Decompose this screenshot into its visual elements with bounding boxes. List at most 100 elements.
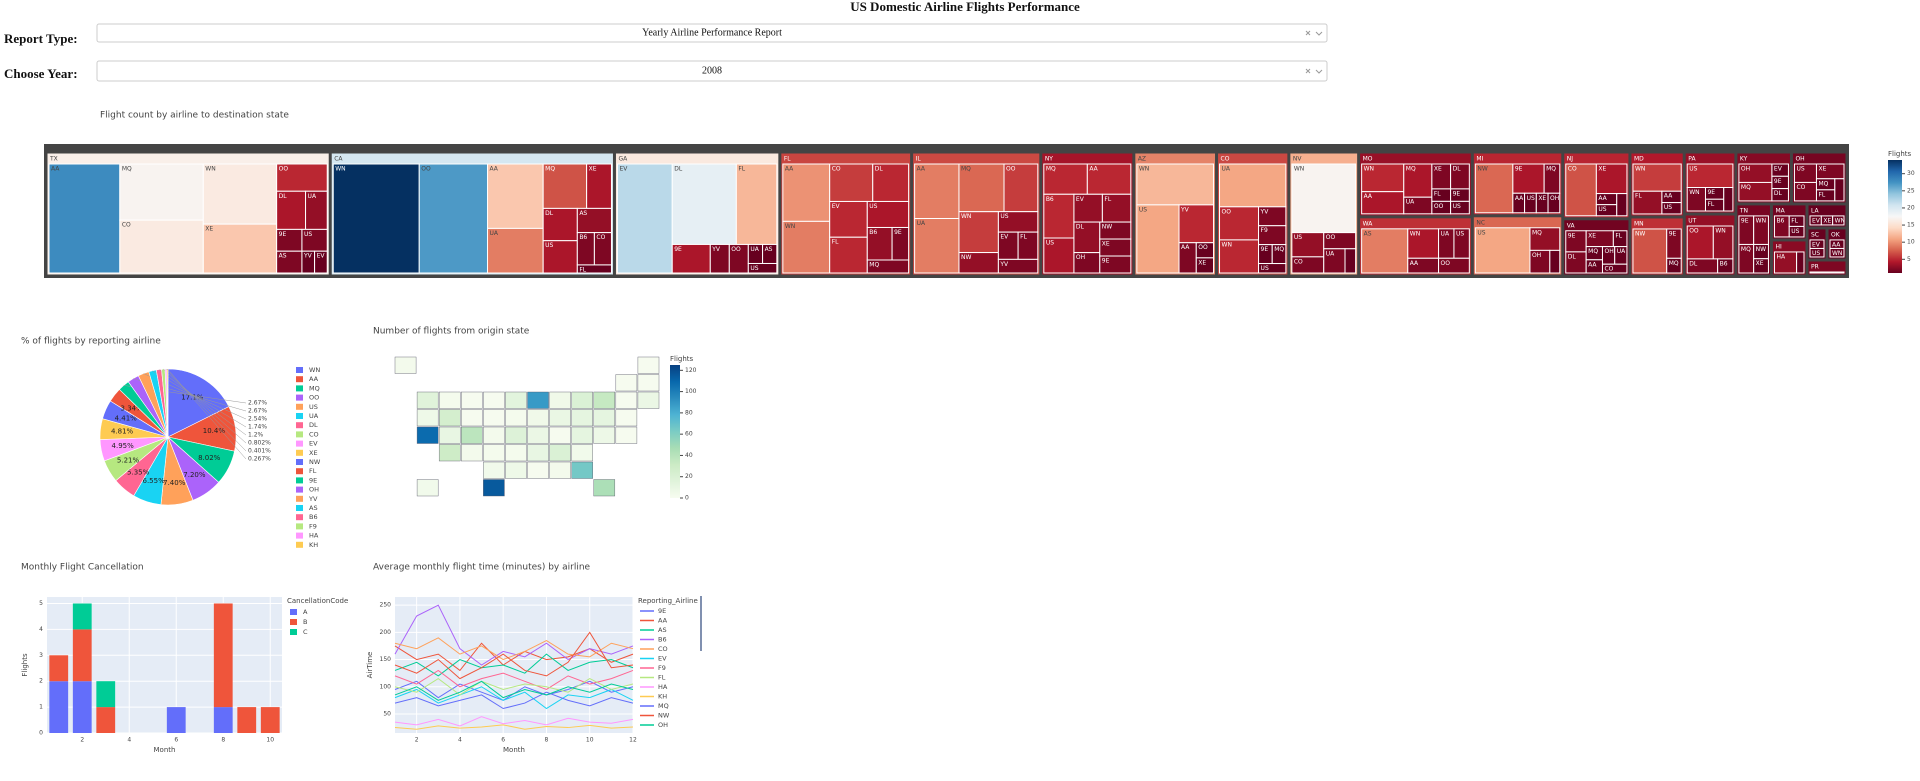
legend-swatch[interactable] bbox=[296, 541, 303, 548]
state-region bbox=[438, 409, 461, 427]
legend-swatch[interactable] bbox=[290, 619, 297, 625]
legend-label[interactable]: 9E bbox=[309, 476, 317, 484]
airline-label: UA bbox=[490, 230, 499, 237]
airline-tile bbox=[958, 163, 1005, 213]
legend-swatch[interactable] bbox=[296, 486, 303, 493]
dropdown-icons[interactable] bbox=[1305, 68, 1323, 74]
legend-swatch[interactable] bbox=[296, 477, 303, 484]
legend-swatch[interactable] bbox=[296, 367, 303, 373]
legend-scrollbar bbox=[700, 596, 702, 651]
legend-label[interactable]: KH bbox=[658, 693, 667, 701]
colorbar-tick-label: 40 bbox=[685, 452, 693, 459]
legend-swatch[interactable] bbox=[296, 431, 303, 438]
state-region bbox=[461, 444, 483, 462]
legend-swatch[interactable] bbox=[296, 459, 303, 465]
airline-label: 9E bbox=[674, 246, 682, 253]
state-region bbox=[549, 391, 571, 409]
legend-label[interactable]: YV bbox=[308, 495, 318, 503]
airline-label: US bbox=[1453, 203, 1461, 210]
legend-swatch[interactable] bbox=[296, 413, 303, 419]
legend-swatch[interactable] bbox=[290, 629, 297, 635]
airline-label: NW bbox=[1102, 224, 1112, 231]
legend-label[interactable]: B bbox=[303, 618, 307, 626]
dropdown-icons[interactable] bbox=[1305, 30, 1323, 36]
legend-label[interactable]: F9 bbox=[658, 664, 666, 672]
airline-tile bbox=[866, 200, 910, 228]
legend-label[interactable]: AA bbox=[658, 617, 668, 625]
airline-label: DL bbox=[674, 166, 683, 173]
legend-label[interactable]: OH bbox=[309, 486, 319, 494]
legend-label[interactable]: XE bbox=[309, 449, 318, 457]
airline-label: YV bbox=[711, 246, 721, 253]
legend-label[interactable]: OO bbox=[309, 394, 319, 402]
legend-label[interactable]: EV bbox=[658, 655, 667, 663]
state-region bbox=[571, 461, 593, 479]
legend-swatch[interactable] bbox=[296, 523, 303, 530]
bar-segment bbox=[237, 707, 257, 733]
year-value[interactable]: 2008 bbox=[702, 65, 722, 76]
legend-label[interactable]: A bbox=[303, 608, 308, 616]
legend-label[interactable]: OH bbox=[658, 721, 668, 729]
legend-label[interactable]: MQ bbox=[658, 702, 669, 710]
airline-label: NW bbox=[961, 254, 971, 261]
airline-label: WN bbox=[961, 213, 971, 220]
legend-swatch[interactable] bbox=[296, 376, 303, 383]
legend-swatch[interactable] bbox=[296, 468, 303, 475]
legend-label[interactable]: WN bbox=[309, 366, 320, 374]
legend-label[interactable]: NW bbox=[658, 712, 670, 720]
x-tick-label: 6 bbox=[501, 737, 505, 744]
legend-label[interactable]: MQ bbox=[309, 384, 320, 392]
year-dropdown[interactable] bbox=[96, 60, 1328, 82]
legend-label[interactable]: 9E bbox=[658, 607, 666, 615]
legend-label[interactable]: B6 bbox=[309, 513, 318, 521]
state-label: MO bbox=[1363, 156, 1373, 163]
legend-swatch[interactable] bbox=[296, 495, 303, 502]
bar-segment bbox=[72, 603, 92, 630]
legend-label[interactable]: CO bbox=[658, 645, 668, 653]
legend-swatch[interactable] bbox=[290, 609, 297, 615]
legend-swatch[interactable] bbox=[296, 505, 303, 511]
legend-label[interactable]: F9 bbox=[309, 522, 317, 530]
legend-label[interactable]: EV bbox=[309, 440, 318, 448]
legend-label[interactable]: AA bbox=[309, 375, 319, 383]
legend-label[interactable]: US bbox=[309, 403, 318, 411]
legend-label[interactable]: HA bbox=[309, 532, 319, 540]
airline-label: 9E bbox=[1741, 217, 1749, 224]
airline-label: WN bbox=[1139, 166, 1149, 173]
airline-label: MQ bbox=[545, 166, 555, 173]
legend-label[interactable]: HA bbox=[658, 683, 668, 691]
label-leader bbox=[163, 368, 247, 444]
legend-label[interactable]: UA bbox=[309, 412, 319, 420]
legend-swatch[interactable] bbox=[296, 394, 303, 401]
slice-label: 3.34% bbox=[121, 404, 144, 412]
legend-swatch[interactable] bbox=[296, 422, 303, 429]
legend-swatch[interactable] bbox=[296, 440, 303, 447]
legend-label[interactable]: FL bbox=[658, 674, 666, 682]
legend-label[interactable]: AS bbox=[309, 504, 318, 512]
state-region bbox=[549, 461, 571, 479]
airline-tile bbox=[48, 163, 121, 274]
legend-swatch[interactable] bbox=[296, 532, 303, 539]
airline-tile bbox=[747, 262, 778, 274]
report-value[interactable]: Yearly Airline Performance Report bbox=[642, 27, 782, 38]
legend-label[interactable]: AS bbox=[658, 626, 667, 634]
airline-tile bbox=[914, 218, 960, 274]
legend-label[interactable]: DL bbox=[309, 421, 318, 429]
legend-swatch[interactable] bbox=[296, 514, 303, 521]
airline-label: FL bbox=[1635, 193, 1642, 200]
airline-label: AS bbox=[765, 246, 773, 253]
legend-swatch[interactable] bbox=[296, 449, 303, 456]
series-line bbox=[394, 637, 634, 661]
airline-label: XE bbox=[205, 226, 213, 233]
report-dropdown[interactable] bbox=[96, 23, 1328, 43]
legend-label[interactable]: CO bbox=[309, 430, 319, 438]
legend-label[interactable]: C bbox=[303, 628, 308, 636]
legend-label[interactable]: B6 bbox=[658, 636, 667, 644]
legend-label[interactable]: NW bbox=[309, 458, 321, 466]
legend-swatch[interactable] bbox=[296, 403, 303, 410]
legend-label[interactable]: FL bbox=[309, 467, 317, 475]
legend-label[interactable]: KH bbox=[309, 541, 318, 549]
y-tick-label: 2 bbox=[39, 678, 43, 685]
legend-swatch[interactable] bbox=[296, 385, 303, 392]
state-region bbox=[505, 391, 527, 409]
